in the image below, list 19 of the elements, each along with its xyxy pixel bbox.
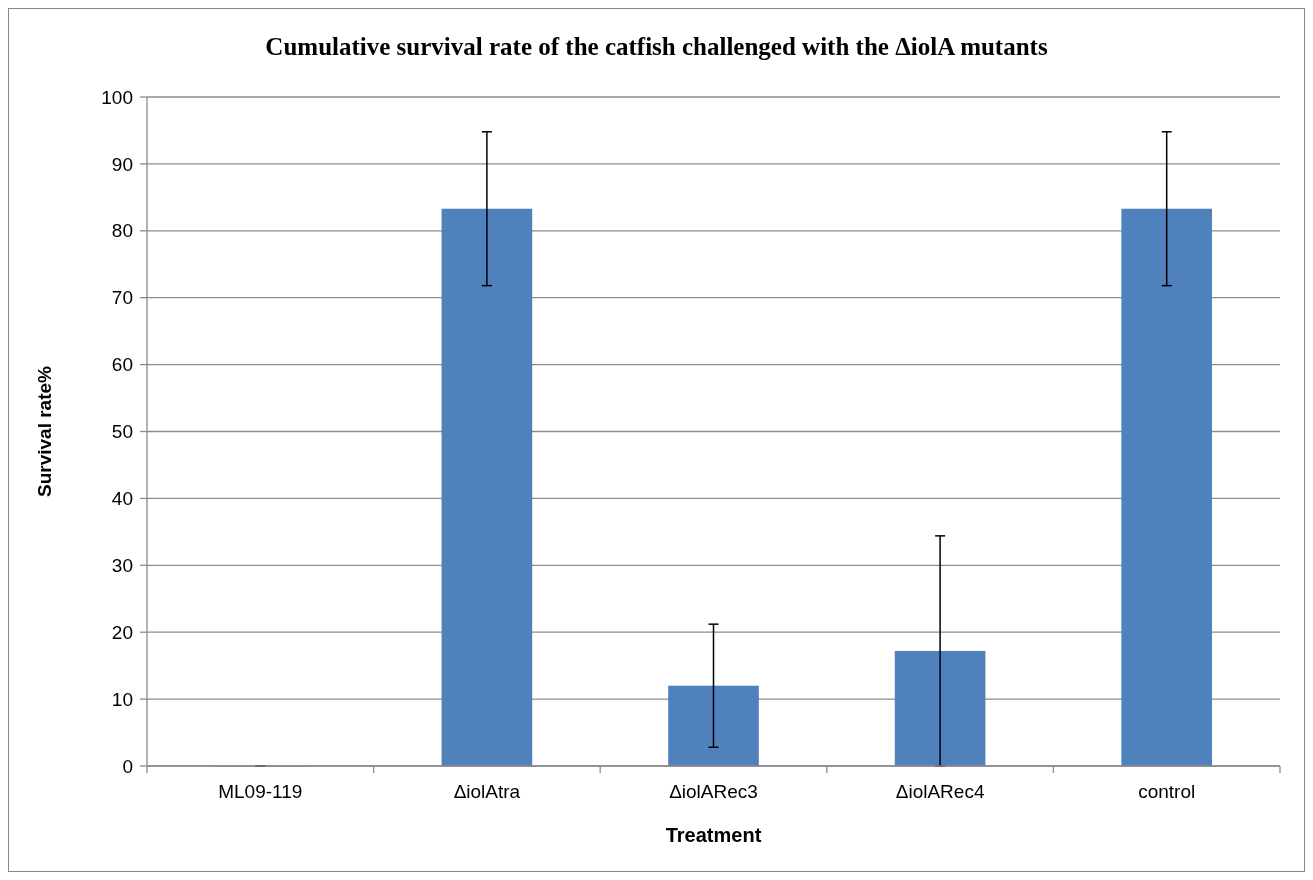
x-tick-label: ΔiolAtra [453,781,521,802]
y-tick-label: 30 [111,554,133,576]
y-tick-label: 80 [111,220,133,242]
y-tick-label: 90 [111,153,133,175]
y-tick-label: 20 [111,621,133,643]
y-tick-label: 60 [111,354,133,376]
x-tick-label: ΔiolARec3 [669,781,758,802]
x-tick-label: ΔiolARec4 [895,781,985,802]
y-tick-label: 10 [111,688,133,710]
y-tick-label: 50 [111,421,133,443]
y-tick-label: 40 [111,488,133,510]
x-tick-label: ML09-119 [218,781,303,802]
chart-title: Cumulative survival rate of the catfish challenged with the ΔiolA mutants [265,33,1048,60]
x-axis-title: Treatment [665,824,762,846]
y-tick-label: 70 [111,287,133,309]
y-axis-title: Survival rate% [34,365,55,497]
y-tick-label: 100 [101,86,133,108]
x-tick-label: control [1138,781,1196,802]
y-tick-label: 0 [122,755,133,777]
